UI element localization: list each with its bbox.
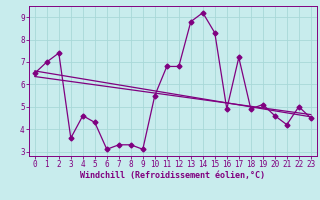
- X-axis label: Windchill (Refroidissement éolien,°C): Windchill (Refroidissement éolien,°C): [80, 171, 265, 180]
